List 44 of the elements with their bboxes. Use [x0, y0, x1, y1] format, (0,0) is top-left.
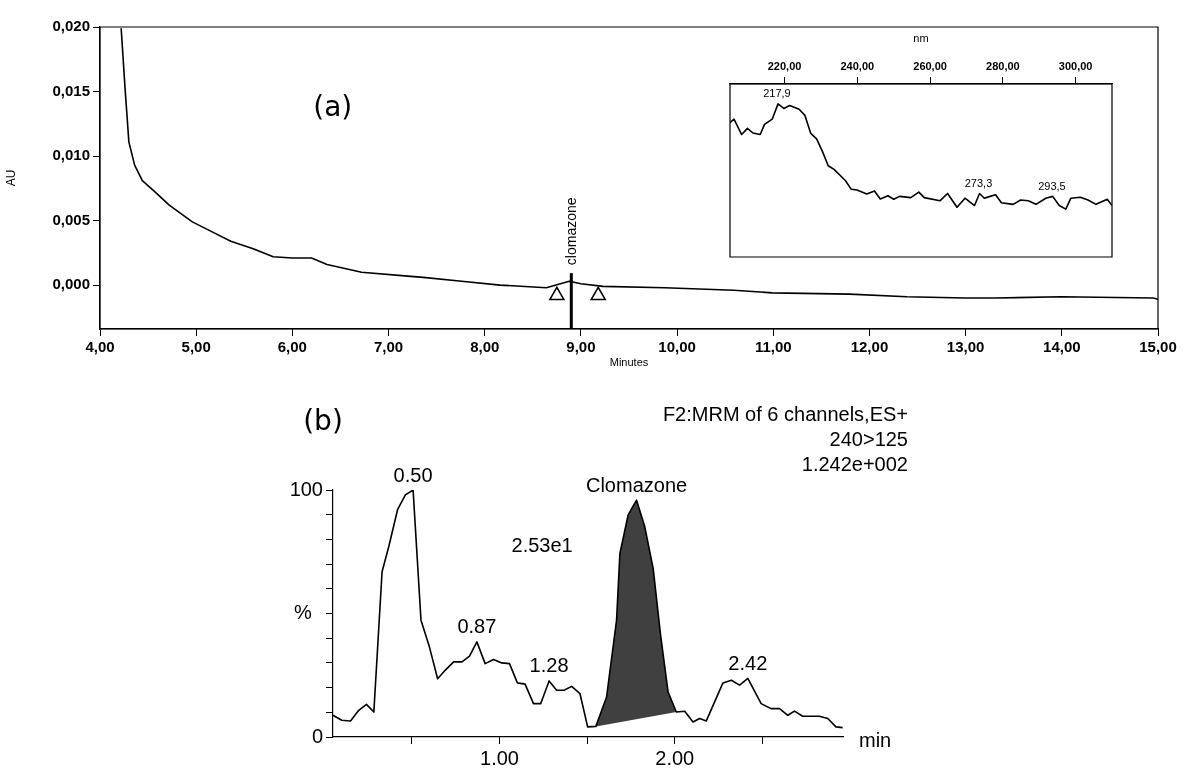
- x-tick-label: 280,00: [986, 60, 1020, 73]
- annotation: Clomazone: [585, 473, 688, 496]
- text: (a): [313, 89, 353, 123]
- x-tick-label: 1.00: [480, 746, 519, 769]
- y-tick-label: 0: [311, 724, 323, 747]
- x-tick-label: 11,00: [754, 338, 792, 356]
- chart-subtitle: F2:MRM of 6 channels,ES+ 240>125 1.242e+002: [662, 402, 908, 475]
- annotation: 217,9: [763, 87, 791, 100]
- x-tick-label: 2.00: [655, 746, 695, 769]
- x-tick-label: 7,00: [373, 338, 404, 356]
- chart-title: (b): [303, 404, 343, 438]
- x-tick-label: 8,00: [470, 338, 500, 356]
- annotation: 1.28: [529, 654, 569, 677]
- annotation: 2.53e1: [511, 534, 573, 557]
- annotation: 2.42: [728, 651, 768, 674]
- y-tick-label: 100: [289, 477, 323, 500]
- x-axis-title: Minutes: [609, 356, 649, 369]
- x-tick-label: 4,00: [85, 338, 115, 356]
- x-tick-label: 260,00: [913, 60, 947, 73]
- x-axis-title: min: [859, 728, 892, 751]
- x-tick-label: 240,00: [840, 60, 875, 73]
- x-tick-label: 9,00: [566, 338, 596, 356]
- x-tick-label: 14,00: [1043, 338, 1081, 356]
- annotation: 293,5: [1038, 179, 1066, 192]
- x-tick-label: 5,00: [181, 338, 211, 356]
- annotation: 0.87: [457, 615, 497, 638]
- x-tick-label: 220,00: [767, 60, 802, 73]
- y-tick-label: 0,005: [52, 210, 90, 228]
- ref-line-label: clomazone: [563, 197, 580, 266]
- x-tick-label: 300,00: [1058, 60, 1093, 73]
- y-tick-label: 0,000: [52, 275, 90, 293]
- y-axis-title: %: [294, 601, 313, 624]
- y-axis-title: AU: [3, 169, 18, 187]
- y-tick-label: 0,010: [52, 146, 90, 164]
- x-tick-label: 6,00: [277, 338, 307, 356]
- x-tick-label: 10,00: [658, 338, 696, 356]
- y-tick-label: 0,015: [52, 81, 90, 99]
- annotation: 273,3: [964, 177, 993, 189]
- x-tick-label: 13,00: [946, 338, 985, 356]
- annotation: 0.50: [393, 463, 433, 486]
- y-tick-label: 0,020: [52, 17, 90, 35]
- x-tick-label: 15,00: [1139, 338, 1177, 356]
- x-tick-label: 12,00: [850, 338, 889, 356]
- x-axis-title: nm: [913, 31, 929, 44]
